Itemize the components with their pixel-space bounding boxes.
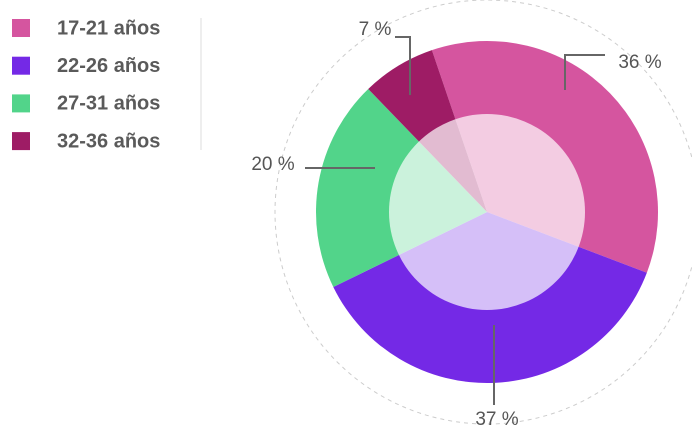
- legend-swatch: [12, 56, 30, 75]
- legend-label: 17-21 años: [57, 17, 160, 39]
- legend-label: 22-26 años: [57, 55, 160, 77]
- inner-highlight: [389, 114, 585, 310]
- data-label: 36 %: [618, 52, 661, 73]
- data-label: 20 %: [251, 154, 294, 175]
- leader-line: [395, 36, 411, 95]
- legend-swatch: [12, 94, 30, 113]
- leader-line: [564, 54, 605, 90]
- legend-label: 27-31 años: [57, 93, 160, 115]
- data-label: 7 %: [359, 19, 392, 40]
- legend-swatch: [12, 132, 30, 151]
- data-label: 37 %: [475, 409, 518, 430]
- legend-swatch: [12, 19, 30, 37]
- guide-circle: [274, 0, 692, 425]
- legend-label: 32-36 años: [57, 130, 160, 152]
